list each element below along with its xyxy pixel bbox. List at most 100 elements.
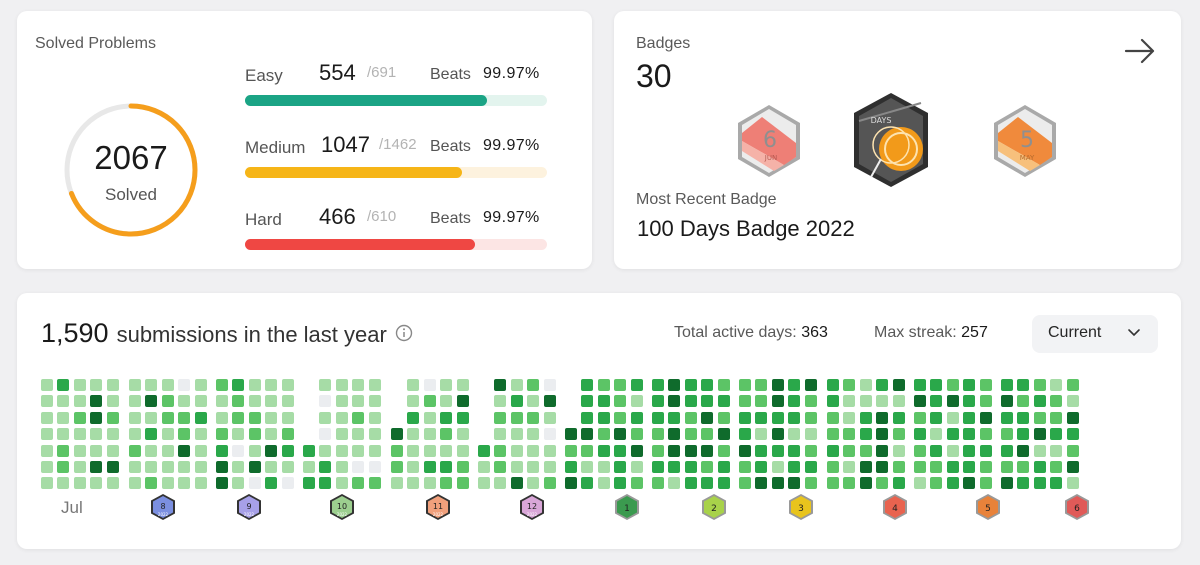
heatmap-day-cell[interactable] — [581, 379, 594, 391]
heatmap-day-cell[interactable] — [668, 395, 681, 408]
heatmap-day-cell[interactable] — [352, 379, 365, 391]
heatmap-day-cell[interactable] — [178, 477, 191, 490]
heatmap-day-cell[interactable] — [281, 395, 294, 408]
heatmap-day-cell[interactable] — [1017, 477, 1030, 490]
heatmap-day-cell[interactable] — [859, 477, 872, 490]
heatmap-day-cell[interactable] — [494, 379, 507, 391]
heatmap-day-cell[interactable] — [440, 379, 453, 391]
heatmap-day-cell[interactable] — [581, 461, 594, 473]
heatmap-day-cell[interactable] — [963, 461, 976, 473]
heatmap-day-cell[interactable] — [494, 477, 507, 490]
heatmap-day-cell[interactable] — [41, 411, 53, 424]
heatmap-day-cell[interactable] — [510, 395, 523, 408]
heatmap-day-cell[interactable] — [232, 428, 245, 441]
heatmap-day-cell[interactable] — [319, 444, 332, 457]
heatmap-day-cell[interactable] — [510, 477, 523, 490]
heatmap-day-cell[interactable] — [1017, 411, 1030, 424]
heatmap-day-cell[interactable] — [581, 395, 594, 408]
heatmap-day-cell[interactable] — [106, 379, 119, 391]
heatmap-day-cell[interactable] — [597, 428, 610, 441]
heatmap-day-cell[interactable] — [914, 477, 926, 490]
heatmap-day-cell[interactable] — [407, 411, 420, 424]
heatmap-day-cell[interactable] — [391, 428, 403, 441]
heatmap-day-cell[interactable] — [979, 461, 992, 473]
heatmap-day-cell[interactable] — [543, 444, 556, 457]
heatmap-day-cell[interactable] — [717, 411, 730, 424]
heatmap-day-cell[interactable] — [1066, 395, 1079, 408]
heatmap-day-cell[interactable] — [423, 461, 436, 473]
heatmap-day-cell[interactable] — [440, 395, 453, 408]
heatmap-day-cell[interactable] — [827, 428, 839, 441]
heatmap-day-cell[interactable] — [41, 461, 53, 473]
heatmap-day-cell[interactable] — [232, 477, 245, 490]
heatmap-day-cell[interactable] — [352, 428, 365, 441]
heatmap-day-cell[interactable] — [892, 379, 905, 391]
heatmap-day-cell[interactable] — [755, 411, 768, 424]
heatmap-day-cell[interactable] — [1001, 395, 1013, 408]
heatmap-day-cell[interactable] — [90, 395, 103, 408]
heatmap-day-cell[interactable] — [668, 428, 681, 441]
heatmap-day-cell[interactable] — [73, 444, 86, 457]
heatmap-day-cell[interactable] — [788, 379, 801, 391]
month-2-badge-icon[interactable]: 2 — [701, 493, 727, 521]
heatmap-day-cell[interactable] — [281, 379, 294, 391]
heatmap-day-cell[interactable] — [129, 461, 141, 473]
heatmap-day-cell[interactable] — [368, 428, 381, 441]
heatmap-day-cell[interactable] — [946, 477, 959, 490]
heatmap-day-cell[interactable] — [57, 444, 70, 457]
heatmap-day-cell[interactable] — [145, 477, 158, 490]
heatmap-day-cell[interactable] — [755, 477, 768, 490]
heatmap-day-cell[interactable] — [106, 395, 119, 408]
heatmap-day-cell[interactable] — [440, 411, 453, 424]
heatmap-day-cell[interactable] — [368, 379, 381, 391]
heatmap-day-cell[interactable] — [248, 411, 261, 424]
heatmap-day-cell[interactable] — [876, 477, 889, 490]
heatmap-day-cell[interactable] — [1050, 444, 1063, 457]
heatmap-day-cell[interactable] — [963, 379, 976, 391]
100-days-badge-icon[interactable]: DAYS — [851, 91, 931, 189]
heatmap-day-cell[interactable] — [963, 395, 976, 408]
heatmap-day-cell[interactable] — [194, 379, 207, 391]
heatmap-day-cell[interactable] — [494, 395, 507, 408]
heatmap-day-cell[interactable] — [41, 379, 53, 391]
heatmap-day-cell[interactable] — [876, 444, 889, 457]
heatmap-day-cell[interactable] — [963, 428, 976, 441]
heatmap-day-cell[interactable] — [391, 461, 403, 473]
heatmap-day-cell[interactable] — [281, 444, 294, 457]
heatmap-day-cell[interactable] — [788, 444, 801, 457]
heatmap-day-cell[interactable] — [717, 461, 730, 473]
heatmap-day-cell[interactable] — [652, 477, 664, 490]
month-5-badge-icon[interactable]: 5 — [975, 493, 1001, 521]
heatmap-day-cell[interactable] — [804, 395, 817, 408]
heatmap-day-cell[interactable] — [979, 444, 992, 457]
heatmap-day-cell[interactable] — [565, 444, 577, 457]
heatmap-day-cell[interactable] — [232, 379, 245, 391]
heatmap-day-cell[interactable] — [194, 444, 207, 457]
info-icon[interactable] — [395, 324, 413, 342]
heatmap-day-cell[interactable] — [1066, 477, 1079, 490]
heatmap-day-cell[interactable] — [194, 411, 207, 424]
heatmap-day-cell[interactable] — [788, 411, 801, 424]
heatmap-day-cell[interactable] — [930, 395, 943, 408]
heatmap-day-cell[interactable] — [597, 411, 610, 424]
heatmap-day-cell[interactable] — [368, 461, 381, 473]
heatmap-day-cell[interactable] — [1066, 428, 1079, 441]
heatmap-day-cell[interactable] — [930, 411, 943, 424]
heatmap-day-cell[interactable] — [843, 379, 856, 391]
heatmap-day-cell[interactable] — [90, 477, 103, 490]
heatmap-day-cell[interactable] — [265, 444, 278, 457]
heatmap-day-cell[interactable] — [145, 461, 158, 473]
heatmap-day-cell[interactable] — [930, 477, 943, 490]
heatmap-day-cell[interactable] — [90, 411, 103, 424]
heatmap-day-cell[interactable] — [1001, 461, 1013, 473]
heatmap-day-cell[interactable] — [129, 477, 141, 490]
heatmap-day-cell[interactable] — [771, 428, 784, 441]
heatmap-day-cell[interactable] — [73, 411, 86, 424]
heatmap-day-cell[interactable] — [161, 477, 174, 490]
heatmap-day-cell[interactable] — [1001, 444, 1013, 457]
heatmap-day-cell[interactable] — [543, 379, 556, 391]
heatmap-day-cell[interactable] — [843, 395, 856, 408]
heatmap-day-cell[interactable] — [73, 379, 86, 391]
heatmap-day-cell[interactable] — [440, 428, 453, 441]
